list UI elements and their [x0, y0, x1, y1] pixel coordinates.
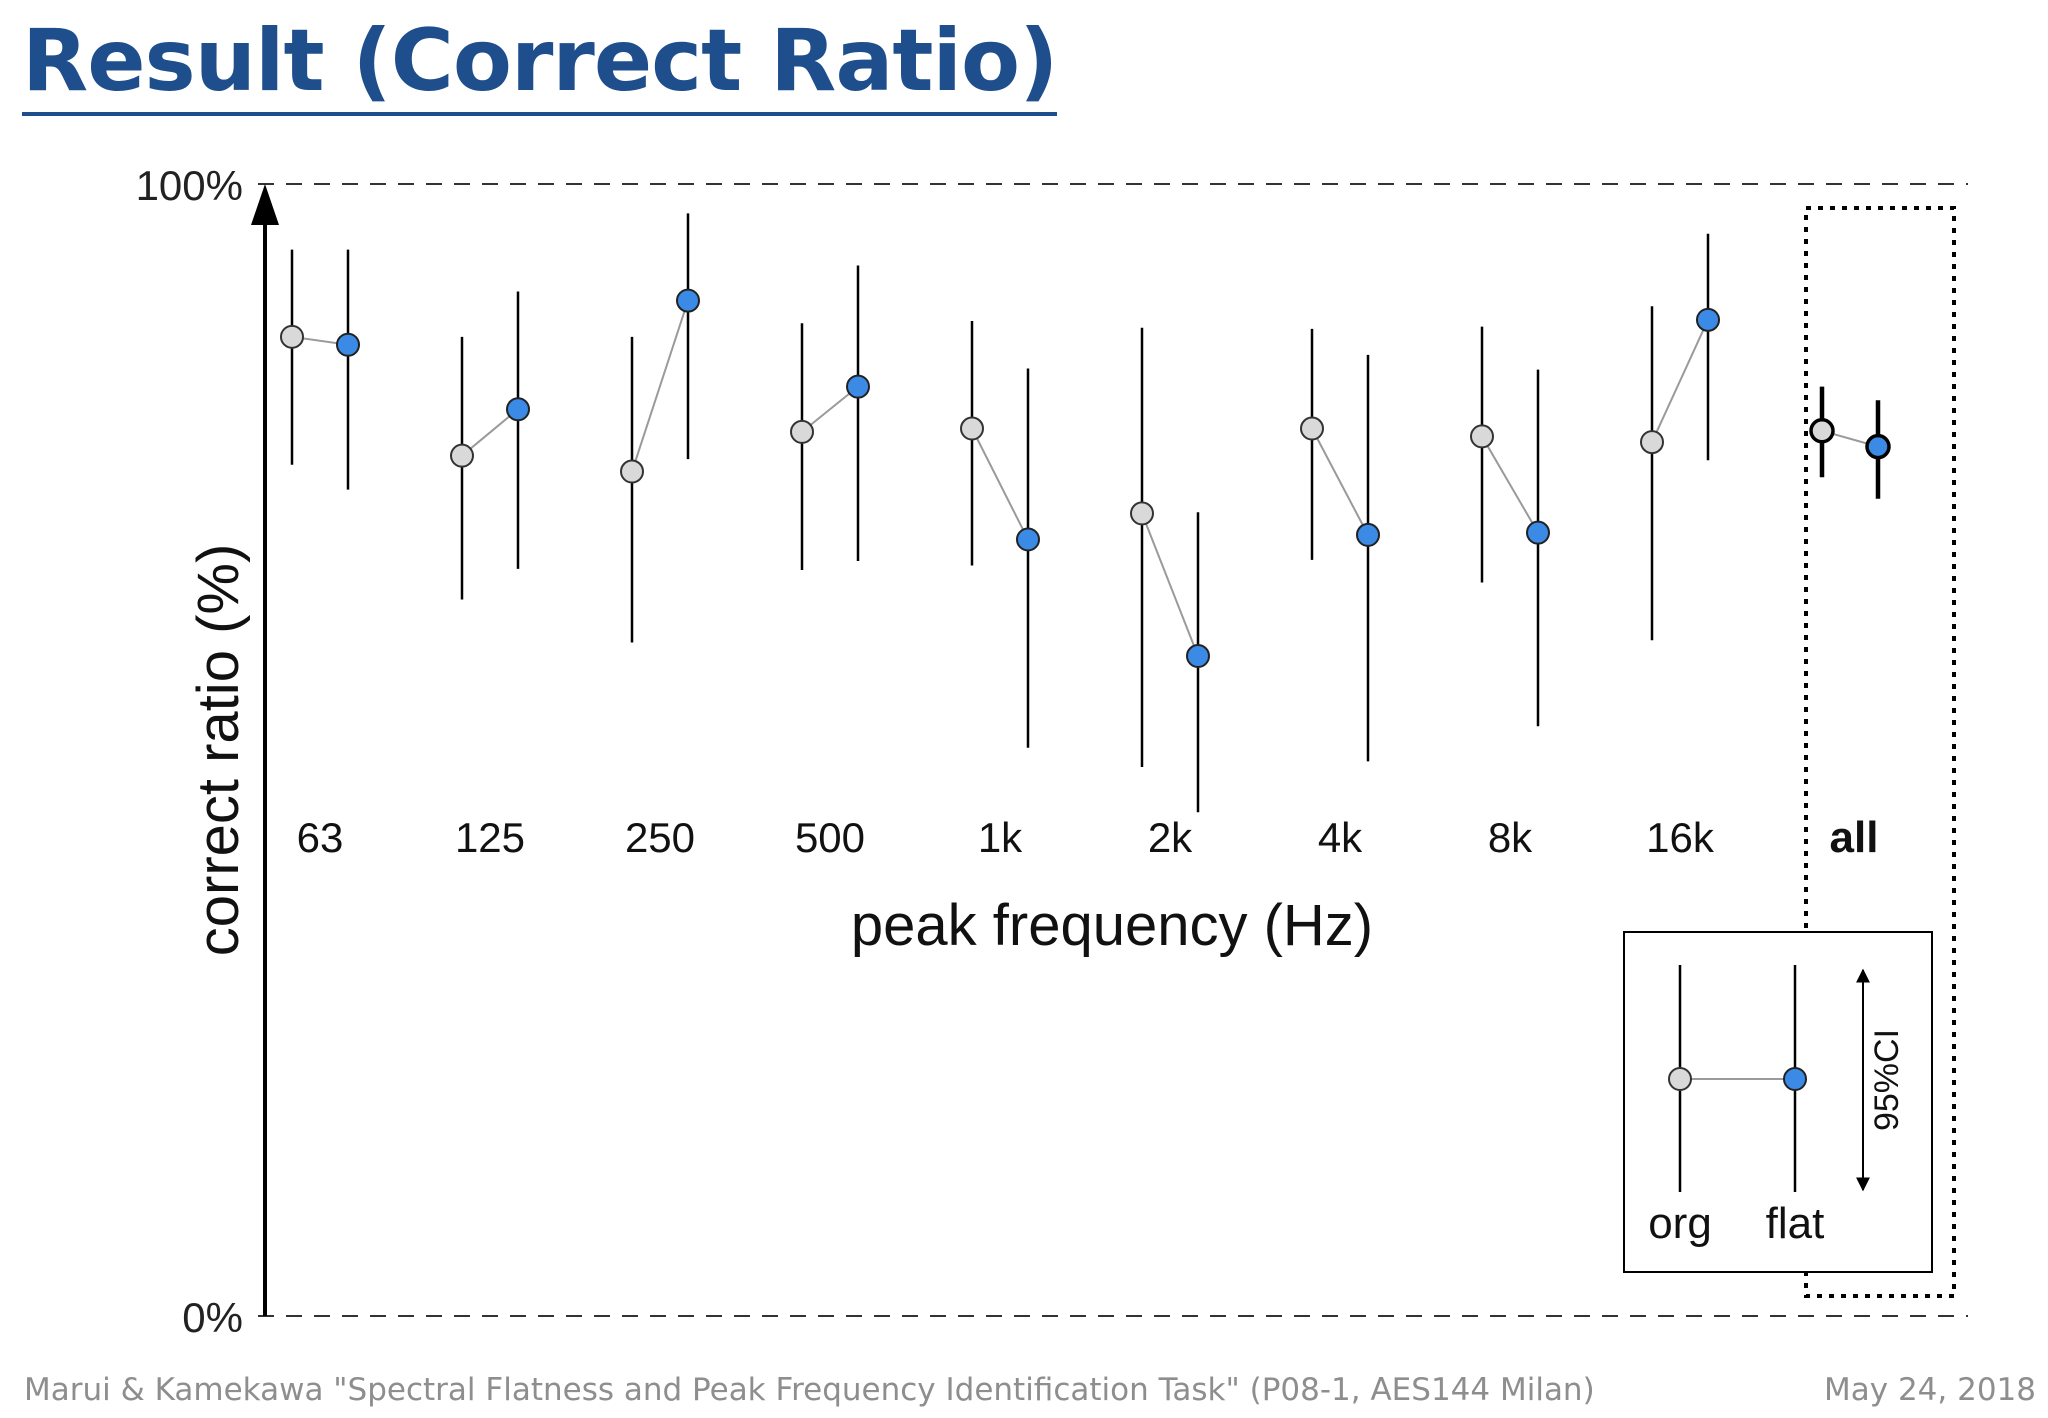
point-org-all	[1809, 418, 1835, 444]
legend-box	[1623, 931, 1933, 1273]
x-tick-label-500: 500	[795, 814, 865, 861]
y-tick-label-100: 100%	[136, 162, 243, 209]
point-flat-250	[676, 288, 700, 313]
x-tick-label-8k: 8k	[1488, 814, 1533, 861]
connector-16k	[1651, 319, 1709, 443]
point-flat-4k	[1356, 522, 1380, 547]
connector-125	[461, 408, 519, 457]
point-flat-all	[1865, 433, 1891, 460]
x-tick-label-4k: 4k	[1318, 814, 1363, 861]
point-org-16k	[1640, 430, 1664, 455]
x-tick-label-2k: 2k	[1148, 814, 1193, 861]
x-tick-label-125: 125	[455, 814, 525, 861]
point-org-8k	[1470, 424, 1494, 449]
legend-org-label: org	[1648, 1199, 1712, 1248]
x-tick-label-1k: 1k	[978, 814, 1023, 861]
connector-8k	[1481, 435, 1539, 534]
y-tick-label-0: 0%	[182, 1294, 243, 1341]
y-axis-label: correct ratio (%)	[186, 544, 251, 957]
connector-2k	[1141, 513, 1199, 657]
point-org-4k	[1300, 416, 1324, 441]
connector-1k	[971, 428, 1029, 540]
point-org-125	[450, 443, 474, 468]
point-flat-2k	[1186, 644, 1210, 669]
point-org-1k	[960, 416, 984, 441]
footer-date: May 24, 2018	[1824, 1372, 2036, 1408]
all-highlight-box	[1804, 206, 1956, 1298]
slide-title: Result (Correct Ratio)	[22, 18, 1058, 116]
point-org-63	[280, 324, 304, 349]
x-tick-label-all: all	[1830, 813, 1879, 862]
point-flat-16k	[1696, 307, 1720, 332]
x-tick-label-250: 250	[625, 814, 695, 861]
connector-500	[801, 385, 859, 433]
legend-ci-label: 95%CI	[1868, 1029, 1906, 1131]
legend-flat-label: flat	[1766, 1199, 1825, 1248]
point-flat-125	[506, 397, 530, 422]
legend-flat-marker	[1783, 1067, 1807, 1091]
point-flat-500	[846, 374, 870, 399]
plot-layer: 63 125 250 500 1k 2k 4k 8k 16k all	[280, 213, 1891, 862]
point-flat-8k	[1526, 520, 1550, 545]
connector-250	[631, 300, 689, 472]
x-tick-label-16k: 16k	[1646, 814, 1715, 861]
point-org-2k	[1130, 501, 1154, 526]
legend: org flat 95%CI	[1623, 931, 1933, 1273]
connector-4k	[1311, 428, 1369, 536]
x-tick-label-63: 63	[297, 814, 344, 861]
point-org-500	[790, 419, 814, 444]
legend-org-marker	[1668, 1067, 1692, 1091]
footer-citation: Marui & Kamekawa "Spectral Flatness and …	[24, 1372, 1595, 1408]
point-org-250	[620, 459, 644, 484]
x-axis-label: peak frequency (Hz)	[851, 893, 1373, 958]
point-flat-63	[336, 332, 360, 357]
point-flat-1k	[1016, 527, 1040, 552]
y-axis-arrow	[251, 184, 279, 225]
